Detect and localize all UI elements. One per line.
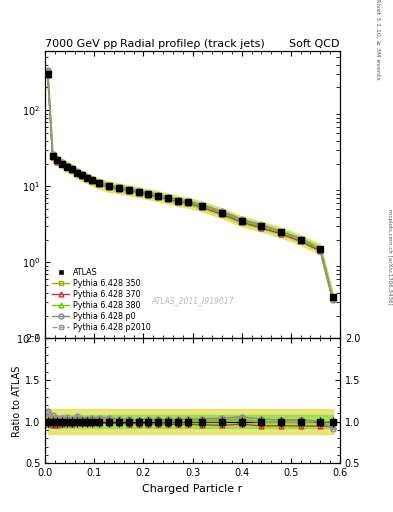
X-axis label: Charged Particle r: Charged Particle r	[142, 484, 243, 494]
Y-axis label: Ratio to ATLAS: Ratio to ATLAS	[12, 365, 22, 437]
Text: ATLAS_2011_I919017: ATLAS_2011_I919017	[151, 296, 234, 306]
Text: Soft QCD: Soft QCD	[290, 38, 340, 49]
Text: mcplots.cern.ch [arXiv:1306.3436]: mcplots.cern.ch [arXiv:1306.3436]	[387, 209, 391, 305]
Text: Rivet 3.1.10, ≥ 3M events: Rivet 3.1.10, ≥ 3M events	[375, 0, 380, 80]
Title: Radial profileρ (track jets): Radial profileρ (track jets)	[120, 39, 265, 49]
Text: 7000 GeV pp: 7000 GeV pp	[45, 38, 118, 49]
Legend: ATLAS, Pythia 6.428 350, Pythia 6.428 370, Pythia 6.428 380, Pythia 6.428 p0, Py: ATLAS, Pythia 6.428 350, Pythia 6.428 37…	[49, 266, 154, 334]
